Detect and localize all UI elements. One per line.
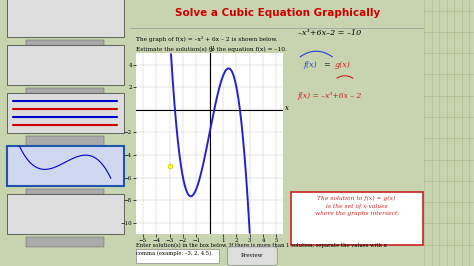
Bar: [7, 93, 124, 133]
Text: Enter solution(s) in the box below. If there is more than 1 solution, separate t: Enter solution(s) in the box below. If t…: [136, 243, 387, 256]
Bar: [26, 40, 104, 51]
Text: y: y: [210, 44, 214, 52]
Bar: [26, 237, 104, 247]
Bar: [26, 88, 104, 98]
Text: f(x): f(x): [304, 61, 318, 69]
Bar: [7, 194, 124, 234]
Bar: [136, 249, 219, 263]
Text: x: x: [284, 104, 289, 112]
Text: f(x) = –x³+6x – 2: f(x) = –x³+6x – 2: [298, 92, 362, 100]
Text: –x³+6x–2 = –10: –x³+6x–2 = –10: [298, 29, 361, 37]
Bar: [7, 0, 124, 37]
Text: g(x): g(x): [335, 61, 350, 69]
FancyBboxPatch shape: [291, 192, 423, 245]
Bar: [7, 45, 124, 85]
Text: The solution to f(x) = g(x)
is the set of x-values
where the graphs intersect.: The solution to f(x) = g(x) is the set o…: [315, 196, 399, 216]
Text: =: =: [323, 61, 329, 69]
Bar: [7, 146, 124, 186]
Bar: [26, 136, 104, 146]
Text: Estimate the solution(s) to the equation f(x) = –10.: Estimate the solution(s) to the equation…: [136, 47, 287, 52]
Bar: [7, 146, 124, 186]
FancyBboxPatch shape: [228, 247, 277, 265]
Text: Preview: Preview: [241, 253, 264, 258]
Text: The graph of f(x) = –x³ + 6x – 2 is shown below.: The graph of f(x) = –x³ + 6x – 2 is show…: [136, 36, 278, 42]
Text: Solve a Cubic Equation Graphically: Solve a Cubic Equation Graphically: [174, 8, 380, 18]
Bar: [26, 189, 104, 200]
